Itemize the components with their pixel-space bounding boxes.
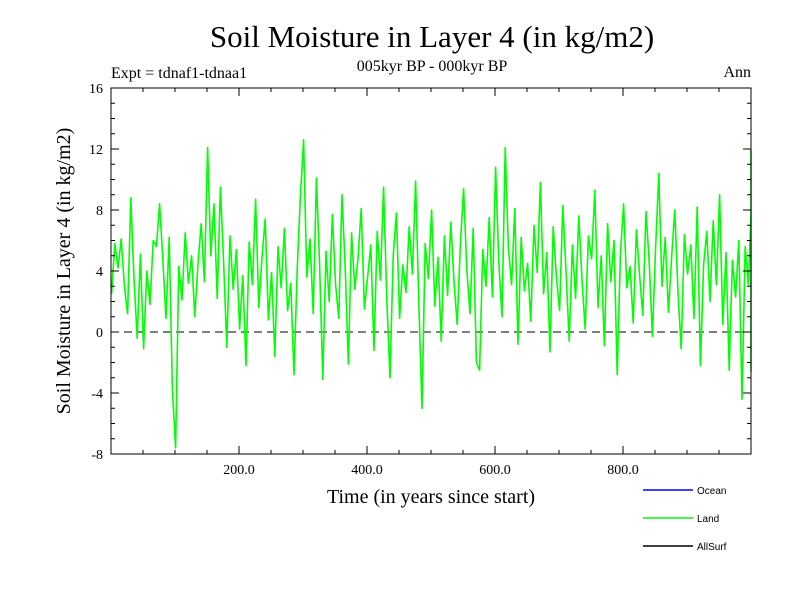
y-tick-label: 8 — [96, 204, 103, 219]
y-axis-label: Soil Moisture in Layer 4 (in kg/m2) — [53, 128, 75, 415]
y-tick-label: 4 — [96, 265, 103, 280]
x-tick-label: 600.0 — [479, 463, 511, 478]
y-tick-label: 0 — [96, 326, 103, 341]
x-tick-label: 200.0 — [223, 463, 255, 478]
legend-label-land: Land — [697, 514, 719, 525]
y-tick-label: 16 — [89, 82, 103, 97]
y-tick-label: -8 — [91, 448, 103, 463]
y-tick-label: -4 — [91, 387, 103, 402]
x-axis-label: Time (in years since start) — [327, 486, 535, 508]
season-label: Ann — [723, 64, 751, 81]
experiment-label: Expt = tdnaf1-tdnaa1 — [111, 65, 247, 82]
chart-title: Soil Moisture in Layer 4 (in kg/m2) — [210, 19, 654, 54]
chart-subtitle: 005kyr BP - 000kyr BP — [357, 58, 508, 75]
plot-frame — [110, 87, 752, 455]
series-line-land — [110, 139, 752, 449]
x-tick-label: 800.0 — [607, 463, 639, 478]
x-tick-label: 400.0 — [351, 463, 383, 478]
y-tick-label: 12 — [89, 143, 103, 158]
legend-label-allsurf: AllSurf — [697, 542, 727, 553]
legend-label-ocean: Ocean — [697, 486, 726, 497]
